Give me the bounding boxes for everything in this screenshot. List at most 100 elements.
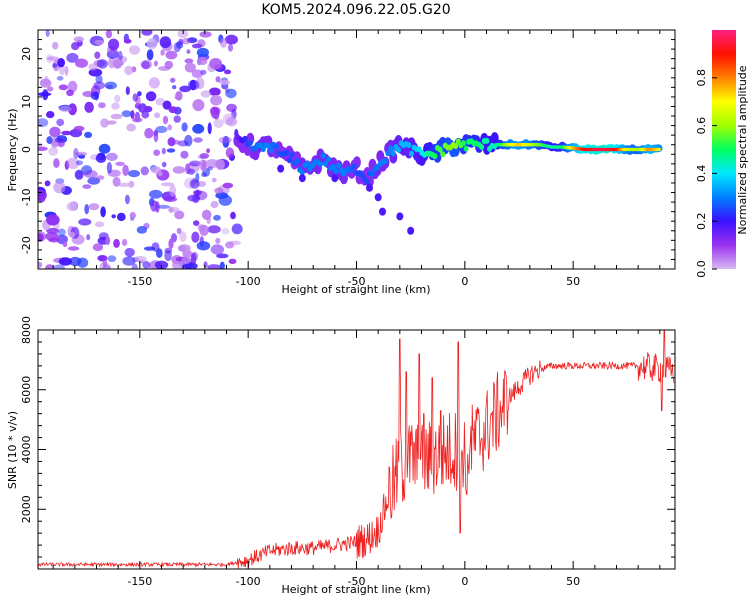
- spectrogram-noise-cell: [203, 261, 208, 268]
- spectrogram-noise-cell: [186, 49, 191, 54]
- snr-ticks: -150 -100 -50 0 50 2000 4000 6000 8000: [20, 316, 675, 588]
- spectrogram-ridge-core: [479, 144, 485, 150]
- spectrogram-noise-cell: [215, 76, 221, 83]
- colorbar-tick-label: 0.6: [695, 117, 708, 135]
- spectrogram-noise-cell: [205, 159, 220, 169]
- spectrogram-noise-cell: [129, 212, 136, 219]
- spectrogram-x-tick-label: -150: [127, 275, 152, 288]
- spectrogram-noise-cell: [191, 43, 203, 49]
- spectrogram-noise-cell: [84, 204, 90, 215]
- spectrogram-noise-cell: [107, 255, 117, 263]
- spectrogram-noise-cell: [174, 210, 185, 220]
- spectrogram-noise-cell: [92, 243, 104, 252]
- spectrogram-noise-cell: [156, 248, 163, 258]
- spectrogram-noise-cell: [84, 131, 93, 139]
- spectrogram-noise-cell: [96, 59, 108, 69]
- spectrogram-noise-cell: [145, 91, 157, 102]
- spectrogram-noise-cell: [168, 238, 174, 250]
- spectrogram-noise-cell: [130, 110, 135, 119]
- spectrogram-noise-cell: [57, 58, 65, 68]
- spectrogram-noise-cell: [178, 38, 184, 46]
- spectrogram-noise-cell: [117, 182, 131, 187]
- colorbar: 0.0 0.2 0.4 0.6 0.8 Normalized spectral ampl…: [695, 30, 749, 278]
- spectrogram-ridge-core: [440, 151, 446, 158]
- spectrogram-noise-cell: [221, 227, 230, 235]
- spectrogram-noise-cell: [111, 102, 120, 110]
- snr-y-tick-label: 8000: [20, 316, 33, 344]
- spectrogram-noise-cell: [208, 87, 221, 96]
- spectrogram-noise-cell: [209, 58, 223, 70]
- spectrogram-noise-cell: [122, 164, 129, 177]
- spectrogram-noise-cell: [207, 225, 221, 234]
- spectrogram-ridge-core: [323, 160, 329, 167]
- spectrogram-noise-cell: [52, 264, 66, 269]
- spectrogram-noise-cell: [165, 50, 178, 60]
- spectrogram-noise-cell: [143, 222, 150, 230]
- spectrogram-ridge-core: [305, 160, 310, 167]
- spectrogram-noise-cell: [104, 81, 118, 90]
- spectrogram-noise-cell: [124, 194, 130, 205]
- spectrogram-noise-cell: [164, 60, 174, 69]
- spectrogram-noise-cell: [124, 65, 134, 76]
- spectrogram-noise-cell: [211, 177, 217, 183]
- spectrogram-ridge-core: [484, 137, 490, 144]
- spectrogram-noise-cell: [115, 161, 125, 166]
- spectrogram-noise-cell: [199, 159, 206, 171]
- spectrogram-noise-cell: [199, 224, 209, 236]
- spectrogram-noise-cell: [150, 166, 162, 174]
- spectrogram-noise-cell: [141, 30, 153, 36]
- spectrogram-noise-cell: [128, 170, 140, 178]
- spectrogram-noise-cell: [98, 102, 106, 109]
- spectrogram-ridge-core: [273, 143, 279, 150]
- colorbar-ticks: 0.0 0.2 0.4 0.6 0.8: [695, 69, 717, 278]
- spectrogram-noise-cell: [57, 228, 66, 237]
- spectrogram-noise-cell: [46, 56, 60, 61]
- spectrogram-side-blob: [396, 212, 404, 221]
- spectrogram-noise-cell: [172, 166, 186, 174]
- spectrogram-noise-cell: [121, 110, 132, 118]
- snr-x-tick-label: -50: [348, 575, 366, 588]
- spectrogram-noise-cell: [150, 200, 159, 212]
- spectrogram-noise-cell: [66, 89, 74, 97]
- spectrogram-noise-cell: [177, 30, 189, 39]
- spectrogram-noise-cell: [176, 227, 182, 235]
- spectrogram-noise-cell: [112, 58, 123, 69]
- spectrogram-noise-cell: [86, 234, 91, 241]
- spectrogram-noise-cell: [54, 137, 64, 143]
- spectrogram-noise-cell: [102, 256, 108, 268]
- spectrogram-noise-cell: [52, 41, 59, 50]
- snr-series-line: [38, 330, 675, 569]
- spectrogram-noise-cell: [209, 106, 221, 116]
- colorbar-tick-label: 0.8: [695, 69, 708, 87]
- spectrogram-noise-cell: [172, 85, 177, 90]
- spectrogram-side-blob: [379, 207, 386, 216]
- spectrogram-noise-cell: [126, 123, 136, 132]
- spectrogram-side-blob: [374, 193, 382, 202]
- spectrogram-noise-cell: [113, 238, 120, 248]
- spectrogram-noise-cell: [207, 166, 213, 171]
- spectrogram-noise-cell: [131, 263, 138, 269]
- spectrogram-noise-cell: [105, 236, 111, 246]
- spectrogram-noise-cell: [201, 172, 207, 177]
- spectrogram-noise-cell: [228, 240, 241, 246]
- spectrogram-x-tick-label: 0: [461, 275, 468, 288]
- snr-x-tick-label: 50: [566, 575, 580, 588]
- spectrogram-ridge-core: [284, 149, 290, 156]
- spectrogram-noise-cell: [184, 62, 196, 73]
- spectrogram-noise-cell: [162, 100, 172, 110]
- spectrogram-noise-cell: [166, 148, 176, 153]
- spectrogram-noise-cell: [69, 231, 76, 238]
- spectrogram-noise-cell: [62, 241, 68, 248]
- spectrogram-noise-cell: [84, 101, 94, 113]
- snr-y-tick-label: 2000: [20, 495, 33, 523]
- spectrogram-ridge-core: [266, 142, 271, 149]
- spectrogram-noise-cell: [132, 93, 139, 102]
- spectrogram-noise-cell: [56, 118, 65, 127]
- spectrogram-noise-cell: [189, 160, 201, 167]
- spectrogram-ridge-core: [388, 145, 394, 152]
- spectrogram-y-tick-label: -10: [20, 188, 33, 206]
- spectrogram-noise-cell: [153, 149, 161, 156]
- spectrogram-noise-cell: [116, 212, 126, 222]
